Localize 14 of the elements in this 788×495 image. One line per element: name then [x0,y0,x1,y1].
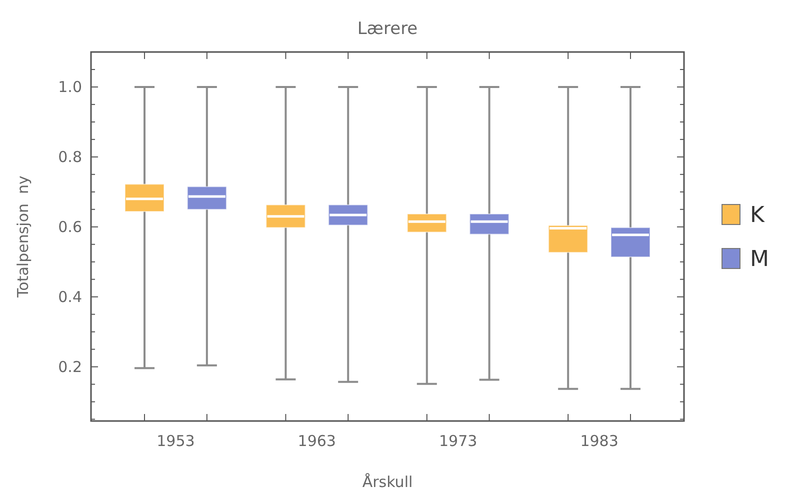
x-axis-title: Årskull [362,473,413,491]
x-tick-label: 1953 [156,432,195,450]
legend-label: M [750,247,769,272]
y-tick-label: 0.8 [58,148,82,166]
x-tick-label: 1973 [439,432,478,450]
y-axis-title: Totalpensjon ny [14,175,32,298]
y-tick-label: 0.6 [58,218,82,236]
chart-title: Lærere [357,19,418,39]
x-tick-label: 1983 [580,432,618,450]
y-tick-label: 1.0 [58,78,82,96]
y-tick-label: 0.4 [58,288,82,306]
y-tick-label: 0.2 [58,358,82,376]
legend-label: K [750,203,765,228]
x-tick-label: 1963 [298,432,336,450]
